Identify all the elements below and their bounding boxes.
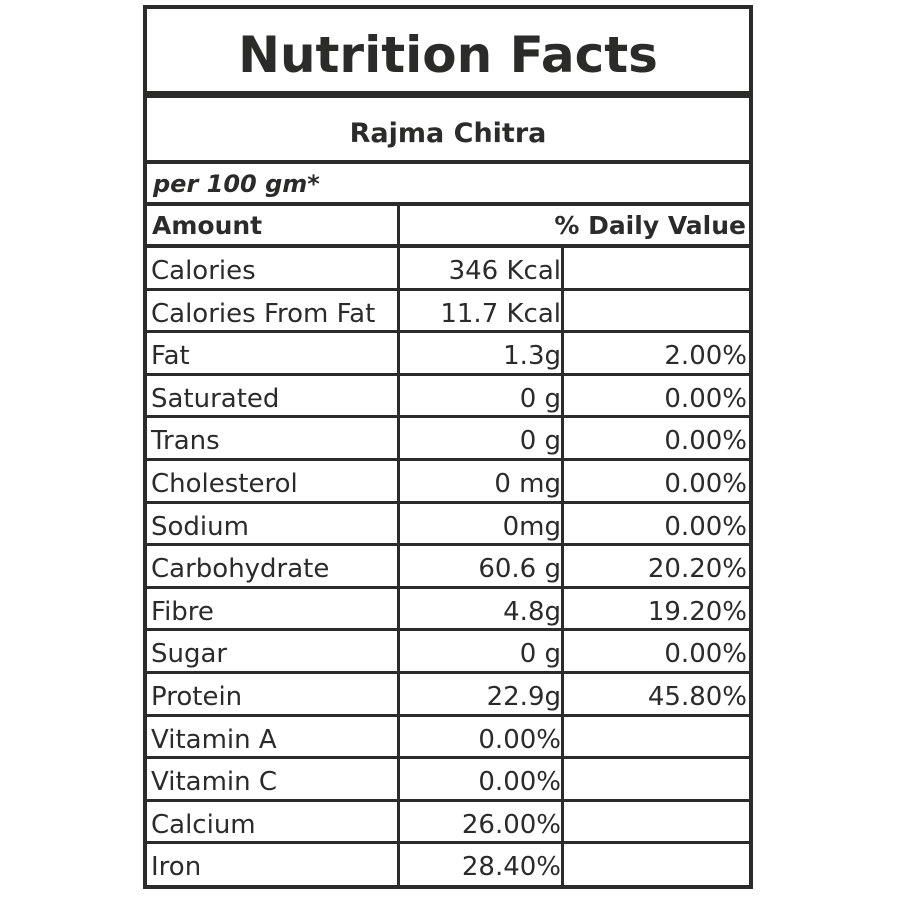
nutrient-row: Protein 22.9g 45.80% (147, 674, 749, 716)
nutrient-name: Carbohydrate (151, 554, 330, 585)
product-name: Rajma Chitra (349, 118, 547, 149)
divider (147, 244, 749, 248)
nutrient-row: Fibre 4.8g 19.20% (147, 589, 749, 631)
nutrient-name: Calories From Fat (151, 298, 376, 329)
nutrient-amount: 346 Kcal (448, 256, 561, 286)
row-divider (147, 713, 749, 717)
nutrient-amount: 60.6 g (478, 554, 561, 585)
nutrient-name: Calories (151, 256, 256, 286)
nutrient-name: Vitamin C (151, 767, 278, 798)
nutrient-row: Sugar 0 g 0.00% (147, 631, 749, 673)
nutrient-daily-value: 0.00% (664, 426, 747, 457)
nutrient-amount: 28.40% (461, 852, 561, 883)
nutrient-row: Iron 28.40% (147, 844, 749, 886)
nutrient-name: Trans (151, 426, 220, 457)
nutrient-name: Vitamin A (151, 724, 277, 755)
row-divider (147, 756, 749, 760)
header-amount: Amount (152, 211, 263, 240)
row-divider (147, 415, 749, 419)
row-divider (147, 543, 749, 547)
nutrient-daily-value: 2.00% (664, 341, 747, 372)
label-title: Nutrition Facts (147, 9, 749, 98)
nutrient-row: Sodium 0mg 0.00% (147, 504, 749, 546)
nutrient-name: Sugar (151, 639, 228, 670)
nutrient-amount: 26.00% (461, 809, 561, 840)
nutrient-daily-value: 20.20% (647, 554, 747, 585)
nutrient-amount: 22.9g (486, 682, 561, 712)
nutrient-name: Cholesterol (151, 469, 298, 499)
row-divider (147, 500, 749, 504)
nutrition-facts-label: Nutrition Facts Rajma Chitra per 100 gm*… (143, 5, 753, 889)
nutrient-amount: 0 mg (494, 469, 561, 499)
nutrient-amount: 11.7 Kcal (440, 298, 561, 329)
nutrient-amount: 0 g (519, 639, 561, 670)
divider (147, 160, 749, 164)
nutrient-daily-value: 0.00% (664, 469, 747, 499)
row-divider (147, 671, 749, 674)
nutrient-row: Vitamin C 0.00% (147, 759, 749, 801)
header-daily-value: % Daily Value (554, 211, 746, 240)
nutrient-name: Calcium (151, 809, 256, 840)
row-divider (147, 628, 749, 632)
nutrient-amount: 0 g (519, 426, 561, 457)
divider (147, 202, 749, 206)
nutrient-name: Fat (151, 341, 190, 372)
serving-size: per 100 gm* (153, 170, 320, 198)
row-divider (147, 458, 749, 461)
nutrient-daily-value: 19.20% (647, 596, 747, 627)
row-divider (147, 372, 749, 376)
nutrient-amount: 4.8g (503, 596, 561, 627)
nutrient-row: Saturated 0 g 0.00% (147, 376, 749, 418)
nutrient-row: Cholesterol 0 mg 0.00% (147, 461, 749, 503)
nutrient-row: Calories 346 Kcal (147, 248, 749, 290)
nutrient-amount: 0.00% (478, 767, 561, 798)
nutrient-amount: 0mg (502, 511, 561, 542)
nutrient-row: Trans 0 g 0.00% (147, 418, 749, 460)
column-divider (561, 248, 564, 886)
row-divider (147, 287, 749, 291)
nutrient-daily-value: 0.00% (664, 511, 747, 542)
nutrient-amount: 0.00% (478, 724, 561, 755)
nutrient-row: Carbohydrate 60.6 g 20.20% (147, 546, 749, 588)
nutrient-daily-value: 0.00% (664, 639, 747, 670)
nutrient-amount: 1.3g (503, 341, 561, 372)
nutrient-amount: 0 g (519, 383, 561, 414)
nutrient-name: Protein (151, 682, 243, 712)
row-divider (147, 798, 749, 802)
row-divider (147, 585, 749, 589)
nutrient-daily-value: 45.80% (647, 682, 747, 712)
nutrient-row: Vitamin A 0.00% (147, 717, 749, 759)
nutrient-name: Iron (151, 852, 202, 883)
nutrient-row: Fat 1.3g 2.00% (147, 333, 749, 375)
nutrient-name: Saturated (151, 383, 280, 414)
row-divider (147, 330, 749, 334)
row-divider (147, 841, 749, 845)
nutrient-name: Fibre (151, 596, 214, 627)
nutrient-row: Calories From Fat 11.7 Kcal (147, 291, 749, 333)
nutrient-daily-value: 0.00% (664, 383, 747, 414)
nutrient-name: Sodium (151, 511, 249, 542)
nutrient-row: Calcium 26.00% (147, 802, 749, 844)
